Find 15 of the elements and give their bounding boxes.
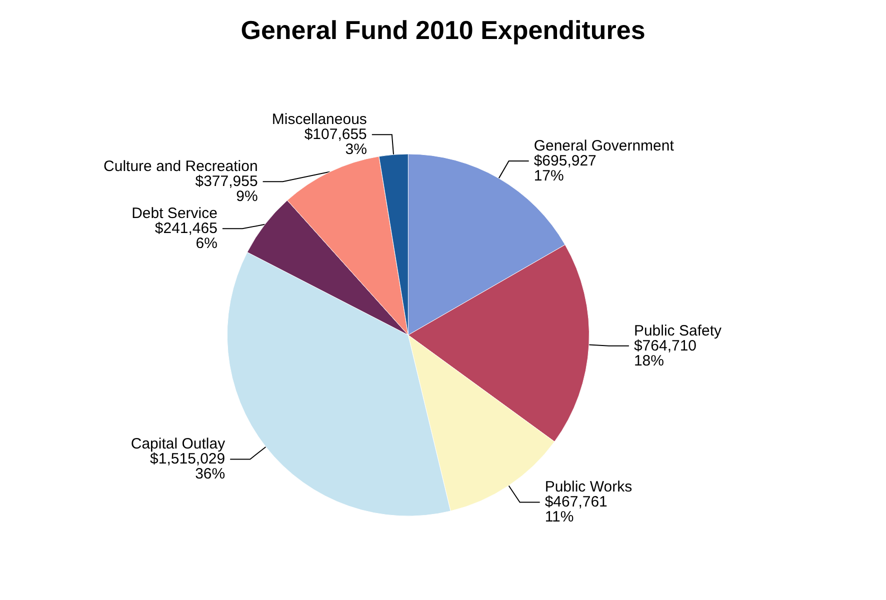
data-label: $107,655 3% bbox=[304, 126, 367, 158]
data-label: $467,761 11% bbox=[544, 494, 608, 526]
slice-label: Capital Outlay bbox=[130, 436, 226, 453]
slice-label: Public Safety bbox=[634, 322, 722, 340]
data-label: $695,927 17% bbox=[534, 152, 596, 184]
slice-label: Public Works bbox=[544, 478, 632, 496]
data-label: $1,515,029 36% bbox=[150, 450, 226, 483]
data-label: $764,710 18% bbox=[634, 337, 697, 370]
slice-label: Miscellaneous bbox=[272, 111, 367, 128]
chart-title: General Fund 2010 Expenditures bbox=[240, 15, 646, 45]
data-label: $241,465 6% bbox=[154, 220, 218, 252]
slice-label: Debt Service bbox=[132, 205, 218, 222]
slice-label: General Government bbox=[534, 138, 675, 154]
data-label: $377,955 9% bbox=[195, 173, 258, 206]
slice-label: Culture and Recreation bbox=[104, 158, 258, 176]
